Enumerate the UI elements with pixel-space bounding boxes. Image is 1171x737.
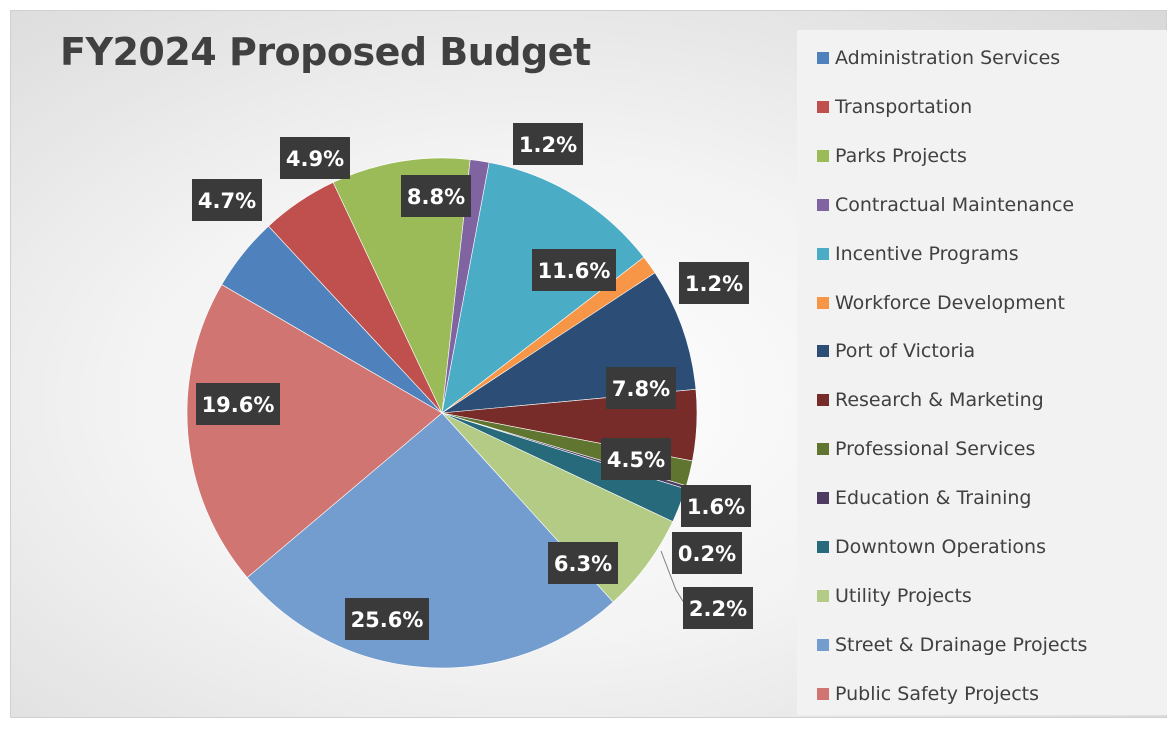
legend-swatch <box>817 52 829 64</box>
data-label: 1.6% <box>681 485 751 527</box>
legend-item: Utility Projects <box>817 584 972 608</box>
legend-item: Professional Services <box>817 437 1035 461</box>
legend-label: Research & Marketing <box>835 389 1044 411</box>
legend-item: Workforce Development <box>817 291 1065 315</box>
data-label: 1.2% <box>513 123 583 165</box>
data-label-text: 8.8% <box>407 185 465 209</box>
data-label: 2.2% <box>683 587 753 629</box>
data-label: 4.7% <box>192 179 262 221</box>
data-label: 6.3% <box>548 542 618 584</box>
data-label-text: 4.5% <box>607 448 665 472</box>
legend-label: Parks Projects <box>835 145 967 167</box>
data-label-text: 11.6% <box>538 259 611 283</box>
legend-swatch <box>817 492 829 504</box>
legend-item: Administration Services <box>817 46 1060 70</box>
data-label-text: 25.6% <box>351 608 424 632</box>
legend-swatch <box>817 150 829 162</box>
data-label: 8.8% <box>401 175 471 217</box>
legend-label: Administration Services <box>835 47 1060 69</box>
legend-swatch <box>817 590 829 602</box>
data-label-text: 6.3% <box>554 552 612 576</box>
legend-label: Transportation <box>835 96 972 118</box>
data-label-text: 1.2% <box>519 133 577 157</box>
legend-swatch <box>817 639 829 651</box>
data-label-text: 19.6% <box>202 393 275 417</box>
data-label-text: 7.8% <box>612 377 670 401</box>
data-label: 25.6% <box>345 598 429 640</box>
legend-item: Research & Marketing <box>817 388 1044 412</box>
legend-item: Downtown Operations <box>817 535 1046 559</box>
legend-swatch <box>817 199 829 211</box>
legend-label: Incentive Programs <box>835 243 1019 265</box>
legend: Administration Services Transportation Par… <box>797 30 1167 715</box>
legend-item: Street & Drainage Projects <box>817 633 1087 657</box>
legend-swatch <box>817 248 829 260</box>
legend-label: Education & Training <box>835 487 1031 509</box>
data-label: 4.5% <box>601 438 671 480</box>
data-label-text: 1.6% <box>687 495 745 519</box>
pie-chart: 4.7% 4.9% 8.8% 1.2% 11.6% 1.2% 7.8% 4.5% 1.6% 0.2… <box>0 0 797 737</box>
legend-swatch <box>817 443 829 455</box>
data-label: 1.2% <box>679 262 749 304</box>
legend-swatch <box>817 101 829 113</box>
data-label-text: 4.7% <box>198 189 256 213</box>
legend-item: Incentive Programs <box>817 242 1019 266</box>
legend-label: Downtown Operations <box>835 536 1046 558</box>
legend-item: Transportation <box>817 95 972 119</box>
legend-swatch <box>817 345 829 357</box>
legend-label: Professional Services <box>835 438 1035 460</box>
legend-item: Port of Victoria <box>817 339 975 363</box>
legend-label: Workforce Development <box>835 292 1065 314</box>
legend-item: Contractual Maintenance <box>817 193 1074 217</box>
legend-item: Education & Training <box>817 486 1031 510</box>
legend-swatch <box>817 541 829 553</box>
legend-label: Public Safety Projects <box>835 683 1039 705</box>
legend-swatch <box>817 688 829 700</box>
data-label: 4.9% <box>280 137 350 179</box>
legend-label: Port of Victoria <box>835 340 975 362</box>
data-label: 19.6% <box>196 383 280 425</box>
data-label-text: 2.2% <box>689 597 747 621</box>
legend-label: Contractual Maintenance <box>835 194 1074 216</box>
legend-item: Public Safety Projects <box>817 682 1039 706</box>
legend-item: Parks Projects <box>817 144 967 168</box>
data-label-text: 1.2% <box>685 272 743 296</box>
data-label: 7.8% <box>606 367 676 409</box>
legend-label: Street & Drainage Projects <box>835 634 1087 656</box>
data-label: 11.6% <box>532 249 616 291</box>
data-label-text: 4.9% <box>286 147 344 171</box>
legend-label: Utility Projects <box>835 585 972 607</box>
legend-swatch <box>817 297 829 309</box>
data-label-text: 0.2% <box>678 542 736 566</box>
legend-swatch <box>817 394 829 406</box>
data-label: 0.2% <box>672 532 742 574</box>
